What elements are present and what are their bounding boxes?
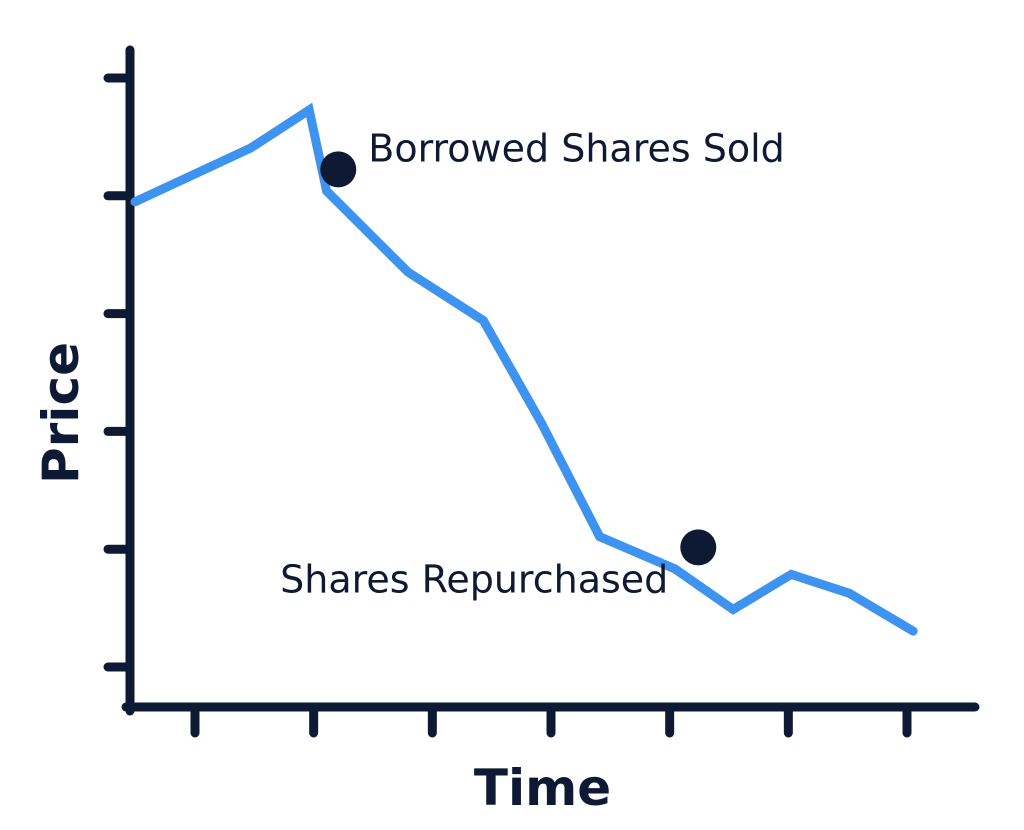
x-axis-label: Time bbox=[474, 759, 611, 817]
price-line bbox=[130, 102, 918, 636]
marker-point bbox=[320, 151, 357, 188]
annotation-markers bbox=[320, 151, 717, 566]
marker-label: Borrowed Shares Sold bbox=[368, 126, 785, 170]
marker-label: Shares Repurchased bbox=[280, 557, 668, 601]
y-axis-label: Price bbox=[32, 342, 90, 484]
annotation-labels: Borrowed Shares Sold Shares Repurchased bbox=[280, 126, 785, 601]
marker-point bbox=[680, 529, 717, 566]
